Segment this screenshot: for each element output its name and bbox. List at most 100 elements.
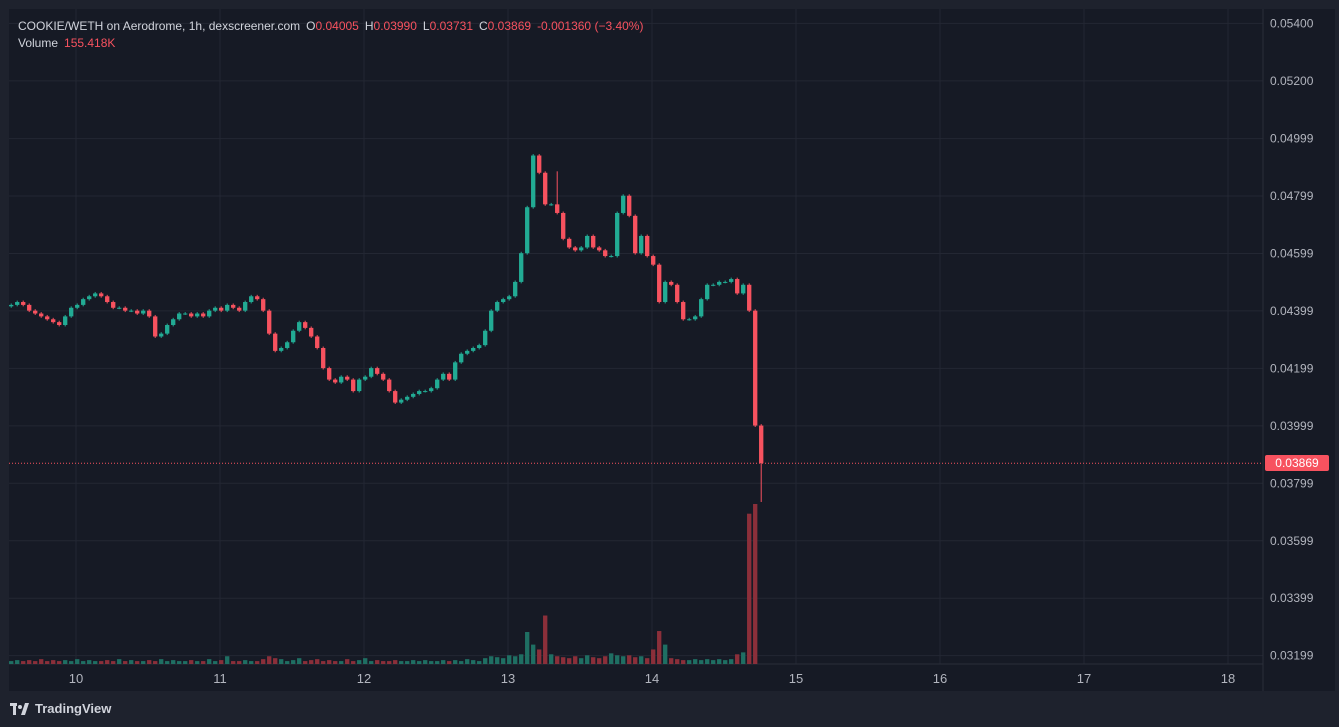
volume-bar	[543, 615, 548, 664]
candle-body	[267, 310, 272, 334]
candle-body	[225, 304, 230, 311]
candle-body	[249, 296, 254, 303]
candle-body	[27, 304, 32, 311]
volume-bar	[291, 660, 296, 664]
volume-bar	[141, 661, 146, 664]
pair-title: COOKIE/WETH on Aerodrome, 1h, dexscreene…	[18, 19, 301, 33]
candle-body	[747, 284, 752, 311]
volume-bar	[87, 660, 92, 664]
candle-body	[435, 379, 440, 389]
candle-body	[165, 325, 170, 334]
candle-body	[579, 247, 584, 251]
candle-body	[483, 330, 488, 346]
candle-body	[423, 391, 428, 393]
volume-bar	[171, 660, 176, 664]
candle-body	[201, 313, 206, 317]
candle-body	[75, 304, 80, 308]
low-value: 0.03731	[429, 19, 473, 33]
candle-body	[153, 316, 158, 337]
volume-bar	[651, 649, 656, 664]
x-tick-label: 14	[645, 671, 659, 686]
volume-bar	[153, 661, 158, 664]
x-tick-label: 15	[789, 671, 803, 686]
volume-bar	[747, 513, 752, 664]
candle-body	[501, 299, 506, 303]
volume-bar	[237, 661, 242, 664]
volume-bar	[189, 660, 194, 664]
candle-body	[735, 279, 740, 294]
volume-bar	[69, 661, 74, 664]
x-tick-label: 16	[933, 671, 947, 686]
high-value: 0.03990	[373, 19, 417, 33]
volume-bar	[195, 661, 200, 664]
volume-bar	[57, 661, 62, 664]
y-tick-label: 0.03399	[1270, 591, 1314, 605]
open-label: O	[306, 19, 316, 33]
volume-bar	[219, 660, 224, 664]
volume-bar	[753, 504, 758, 664]
volume-bar	[201, 661, 206, 664]
y-tick-label: 0.05200	[1270, 74, 1314, 88]
volume-bar	[555, 656, 560, 664]
candle-body	[567, 238, 572, 248]
volume-bar	[513, 656, 518, 664]
candle-body	[543, 172, 548, 205]
volume-bar	[81, 661, 86, 664]
candle-body	[321, 347, 326, 369]
candle-body	[489, 310, 494, 331]
candle-body	[291, 330, 296, 343]
brand-name: TradingView	[35, 701, 112, 716]
candle-body	[573, 247, 578, 251]
volume-bar	[99, 661, 104, 664]
close-label: C	[479, 19, 488, 33]
candle-body	[231, 304, 236, 308]
candle-body	[759, 425, 764, 464]
candle-body	[417, 391, 422, 394]
volume-bar	[573, 656, 578, 664]
candle-body	[357, 379, 362, 392]
candle-body	[273, 333, 278, 351]
y-tick-label: 0.03599	[1270, 534, 1314, 548]
volume-bar	[609, 653, 614, 664]
volume-bar	[411, 660, 416, 664]
candle-body	[381, 373, 386, 380]
volume-bar	[585, 655, 590, 664]
candle-body	[639, 235, 644, 254]
volume-bar	[255, 661, 260, 664]
volume-bar	[633, 657, 638, 664]
volume-bar	[519, 654, 524, 664]
candle-body	[447, 373, 452, 380]
volume-bar	[357, 660, 362, 664]
volume-bar	[537, 649, 542, 664]
volume-bar	[621, 656, 626, 664]
volume-bar	[27, 660, 32, 664]
volume-bar	[471, 660, 476, 664]
volume-bar	[657, 631, 662, 664]
candle-body	[429, 388, 434, 392]
volume-bar	[273, 658, 278, 664]
volume-bar	[675, 659, 680, 664]
candle-body	[693, 316, 698, 320]
x-tick-label: 18	[1221, 671, 1235, 686]
volume-bar	[393, 660, 398, 664]
candle-body	[393, 391, 398, 403]
candle-body	[687, 319, 692, 321]
volume-bar	[129, 660, 134, 664]
volume-bar	[159, 659, 164, 664]
candle-body	[591, 235, 596, 248]
x-tick-label: 10	[69, 671, 83, 686]
candle-body	[531, 155, 536, 208]
candle-body	[9, 304, 14, 307]
candle-body	[39, 313, 44, 317]
volume-bar	[399, 661, 404, 664]
candle-body	[537, 155, 542, 173]
volume-bar	[639, 656, 644, 664]
tradingview-brand[interactable]: TradingView	[10, 701, 111, 716]
candle-body	[141, 310, 146, 314]
volume-bar	[75, 659, 80, 664]
candle-body	[699, 299, 704, 317]
candle-body	[705, 284, 710, 300]
chart-frame[interactable]	[9, 9, 1335, 691]
open-value: 0.04005	[315, 19, 359, 33]
